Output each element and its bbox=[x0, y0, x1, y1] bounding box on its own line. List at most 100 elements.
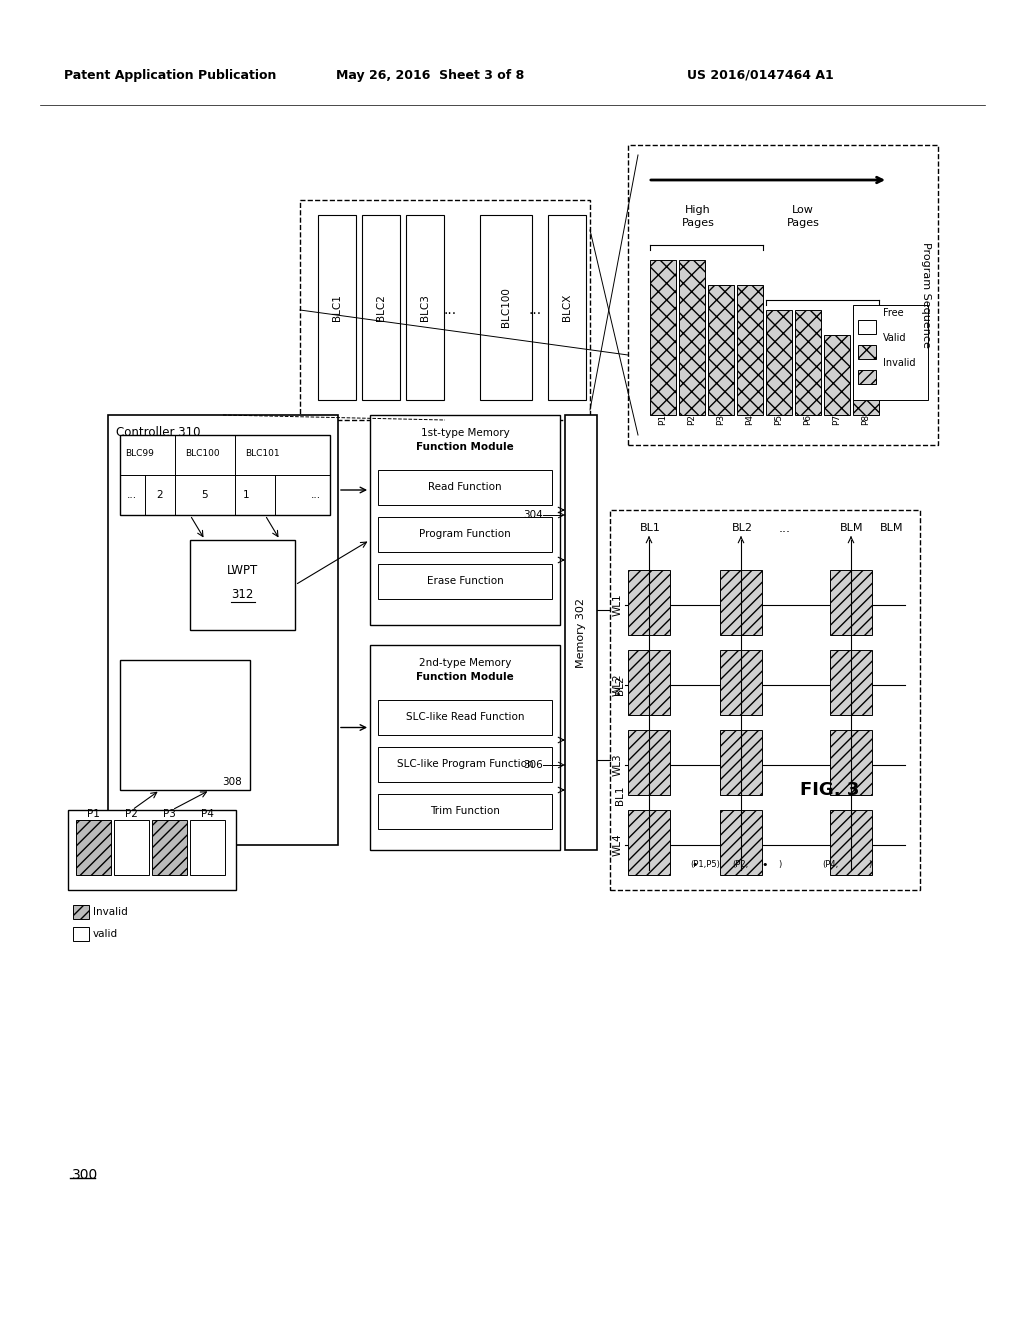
Bar bbox=[152, 756, 184, 780]
Text: SLC-like Program Function: SLC-like Program Function bbox=[396, 759, 534, 770]
Text: BLM: BLM bbox=[841, 523, 864, 533]
Text: P8: P8 bbox=[861, 414, 870, 425]
Bar bbox=[679, 260, 705, 414]
Bar bbox=[830, 570, 872, 635]
Text: Invalid: Invalid bbox=[883, 358, 915, 368]
Bar bbox=[708, 285, 734, 414]
Bar bbox=[152, 820, 187, 875]
Text: •: • bbox=[692, 861, 698, 870]
Bar bbox=[73, 906, 89, 919]
Bar bbox=[216, 688, 248, 711]
Bar bbox=[378, 795, 552, 829]
Bar bbox=[76, 820, 111, 875]
Text: P2: P2 bbox=[125, 809, 138, 818]
Bar bbox=[480, 215, 532, 400]
Text: Controller 310: Controller 310 bbox=[116, 426, 201, 440]
Text: Free: Free bbox=[883, 308, 903, 318]
Bar bbox=[362, 215, 400, 400]
Text: Read Function: Read Function bbox=[428, 482, 502, 492]
Bar bbox=[73, 927, 89, 941]
Bar bbox=[378, 700, 552, 735]
Text: BLC101: BLC101 bbox=[245, 449, 280, 458]
Bar bbox=[114, 820, 150, 875]
Text: FIG. 3: FIG. 3 bbox=[801, 781, 860, 799]
Bar bbox=[720, 570, 762, 635]
Bar bbox=[628, 145, 938, 445]
Text: P3: P3 bbox=[717, 414, 725, 425]
Bar bbox=[795, 310, 821, 414]
Text: WL4: WL4 bbox=[613, 834, 623, 857]
Text: P7: P7 bbox=[833, 414, 842, 425]
Bar bbox=[216, 734, 248, 756]
Text: valid: valid bbox=[93, 929, 118, 939]
Bar bbox=[766, 310, 792, 414]
Bar bbox=[650, 260, 676, 414]
Bar bbox=[628, 570, 670, 635]
Text: BLC1: BLC1 bbox=[332, 294, 342, 321]
Bar bbox=[216, 711, 248, 734]
Text: SLC-like Read Function: SLC-like Read Function bbox=[406, 711, 524, 722]
Text: Valid: Valid bbox=[883, 333, 906, 343]
Text: P3: P3 bbox=[163, 809, 176, 818]
Bar bbox=[720, 649, 762, 715]
Bar bbox=[108, 414, 338, 845]
Text: ): ) bbox=[778, 861, 781, 870]
Bar bbox=[120, 665, 152, 688]
Bar bbox=[610, 510, 920, 890]
Text: May 26, 2016  Sheet 3 of 8: May 26, 2016 Sheet 3 of 8 bbox=[336, 69, 524, 82]
Text: Low: Low bbox=[792, 205, 814, 215]
Text: BLC2: BLC2 bbox=[376, 294, 386, 321]
Bar bbox=[184, 665, 216, 688]
Bar bbox=[370, 414, 560, 624]
Bar bbox=[120, 660, 250, 789]
Text: US 2016/0147464 A1: US 2016/0147464 A1 bbox=[687, 69, 834, 82]
Bar bbox=[120, 711, 152, 734]
Bar bbox=[184, 688, 216, 711]
Text: 300: 300 bbox=[72, 1168, 98, 1181]
Text: P5: P5 bbox=[774, 414, 783, 425]
Text: BL2: BL2 bbox=[615, 676, 625, 694]
Bar bbox=[216, 756, 248, 780]
Text: P6: P6 bbox=[804, 414, 812, 425]
Text: LWPT: LWPT bbox=[227, 564, 258, 577]
Text: Function Module: Function Module bbox=[416, 442, 514, 451]
Text: 304: 304 bbox=[523, 510, 543, 520]
Text: 2: 2 bbox=[157, 490, 163, 500]
Text: Trim Function: Trim Function bbox=[430, 807, 500, 816]
Bar bbox=[184, 711, 216, 734]
Bar bbox=[565, 414, 597, 850]
Bar bbox=[628, 810, 670, 875]
Text: Pages: Pages bbox=[786, 218, 819, 228]
Bar bbox=[378, 747, 552, 781]
Bar bbox=[318, 215, 356, 400]
Text: BLC100: BLC100 bbox=[501, 288, 511, 327]
Text: 306: 306 bbox=[523, 760, 543, 770]
Bar bbox=[853, 335, 879, 414]
Bar bbox=[378, 517, 552, 552]
Text: Erase Function: Erase Function bbox=[427, 576, 504, 586]
Text: WL1: WL1 bbox=[613, 594, 623, 616]
Bar bbox=[858, 370, 876, 384]
Bar bbox=[830, 649, 872, 715]
Text: 312: 312 bbox=[231, 589, 254, 602]
Text: BLC100: BLC100 bbox=[184, 449, 219, 458]
Bar bbox=[720, 810, 762, 875]
Text: P4: P4 bbox=[201, 809, 214, 818]
Bar bbox=[858, 319, 876, 334]
Bar bbox=[120, 734, 152, 756]
Bar bbox=[120, 688, 152, 711]
Text: •: • bbox=[762, 861, 768, 870]
Bar bbox=[152, 688, 184, 711]
Bar bbox=[300, 201, 590, 420]
Bar bbox=[720, 730, 762, 795]
Bar bbox=[548, 215, 586, 400]
Text: BLC3: BLC3 bbox=[420, 294, 430, 321]
Text: Memory 302: Memory 302 bbox=[575, 598, 586, 668]
Text: Pages: Pages bbox=[682, 218, 715, 228]
Bar bbox=[184, 734, 216, 756]
Text: WL2: WL2 bbox=[613, 673, 623, 697]
Bar bbox=[830, 730, 872, 795]
Bar bbox=[370, 645, 560, 850]
Text: Program Function: Program Function bbox=[419, 529, 511, 539]
Text: P1: P1 bbox=[658, 414, 668, 425]
